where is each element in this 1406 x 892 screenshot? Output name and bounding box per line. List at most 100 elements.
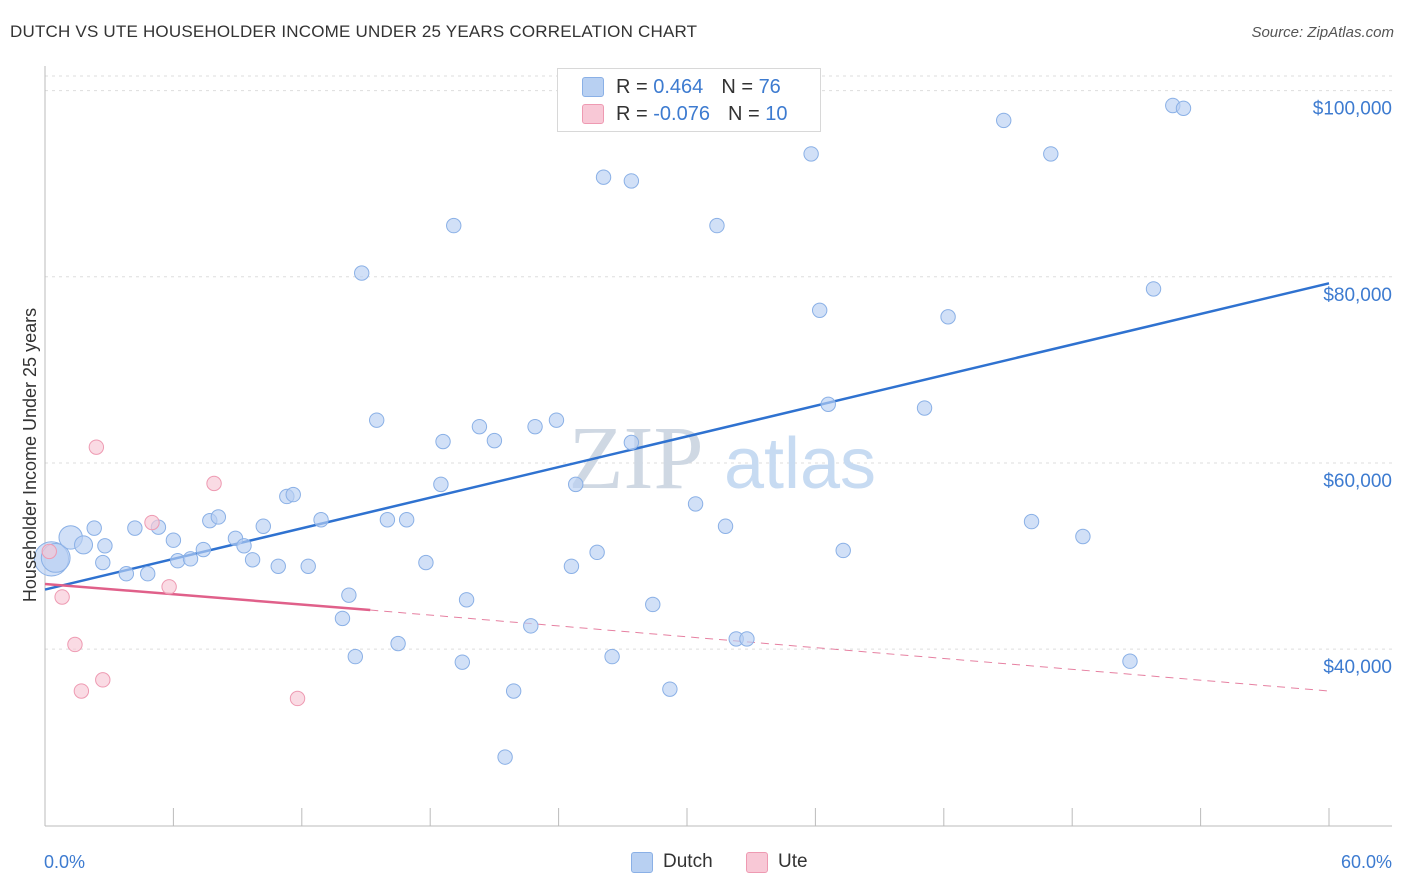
dutch-point xyxy=(182,551,199,567)
y-tick-label: $80,000 xyxy=(1323,285,1392,306)
dutch-point xyxy=(95,554,111,571)
legend-item-ute[interactable]: Ute xyxy=(746,851,808,873)
ute-point xyxy=(73,683,90,699)
dutch-point xyxy=(341,587,357,603)
y-tick-labels: $40,000 $60,000 $80,000 $100,000 xyxy=(1313,99,1392,679)
dutch-point xyxy=(127,520,143,536)
dutch-point xyxy=(662,681,678,697)
series-legend: Dutch Ute xyxy=(0,851,1406,879)
y-axis-label: Householder Income Under 25 years xyxy=(20,308,40,602)
ute-point xyxy=(95,672,111,688)
watermark: ZIP atlas xyxy=(569,409,877,508)
dutch-point xyxy=(589,544,605,561)
r-value: 0.464 xyxy=(653,75,704,98)
ute-trend-line xyxy=(370,609,1330,692)
dutch-point xyxy=(347,648,363,665)
n-label: N = xyxy=(727,102,760,125)
dutch-point xyxy=(996,112,1012,129)
dutch-point xyxy=(645,596,661,613)
dutch-point xyxy=(1043,146,1059,162)
dutch-point xyxy=(195,541,212,558)
dutch-point xyxy=(140,566,156,582)
dutch-point xyxy=(74,535,94,555)
dutch-point xyxy=(563,558,580,574)
source-credit: Source: ZipAtlas.com xyxy=(1251,24,1394,41)
dutch-point xyxy=(505,683,522,699)
ute-point xyxy=(41,543,57,560)
dutch-point xyxy=(369,412,385,428)
dutch-point xyxy=(435,433,451,450)
dutch-point xyxy=(739,631,755,647)
axes xyxy=(44,66,1392,827)
dutch-point xyxy=(471,418,488,435)
dutch-point xyxy=(244,552,261,568)
dutch-point xyxy=(354,265,370,281)
dutch-point xyxy=(940,309,956,325)
dutch-point xyxy=(486,432,503,449)
dutch-point xyxy=(820,396,836,413)
dutch-point xyxy=(236,538,252,554)
y-tick-label: $60,000 xyxy=(1323,471,1392,492)
r-label: R = xyxy=(616,75,648,98)
dutch-point xyxy=(568,476,584,493)
watermark-atlas: atlas xyxy=(724,424,876,504)
legend-label: Ute xyxy=(778,851,808,872)
r-label: R = xyxy=(616,102,648,125)
x-axis-min-label: 0.0% xyxy=(44,852,86,872)
dutch-point xyxy=(687,496,704,512)
dutch-point xyxy=(803,146,819,162)
dutch-point xyxy=(334,610,351,627)
dutch-point xyxy=(1023,513,1040,530)
n-value: 10 xyxy=(765,102,788,125)
dutch-point xyxy=(390,635,406,652)
stats-legend-row-dutch: R = 0.464 N = 76 xyxy=(582,75,781,99)
watermark-zip: ZIP xyxy=(569,409,704,508)
ute-point xyxy=(67,636,83,653)
dutch-point xyxy=(916,400,933,416)
legend-label: Dutch xyxy=(663,851,713,872)
n-value: 76 xyxy=(758,75,781,98)
dutch-point xyxy=(165,532,182,548)
dutch-point xyxy=(811,302,828,319)
ute-point xyxy=(206,475,222,492)
stats-legend-row-ute: R = -0.076 N = 10 xyxy=(582,102,787,126)
dutch-point xyxy=(169,553,186,569)
stats-legend: R = 0.464 N = 76 R = -0.076 N = 10 xyxy=(557,68,821,132)
dutch-point xyxy=(86,520,102,536)
dutch-point xyxy=(595,169,612,185)
scatter-points xyxy=(33,83,1192,765)
dutch-point xyxy=(255,518,271,534)
dutch-point xyxy=(210,509,227,525)
dutch-swatch xyxy=(582,77,604,97)
dutch-point xyxy=(709,217,725,234)
dutch-point xyxy=(270,558,286,574)
dutch-point xyxy=(97,538,113,554)
dutch-point xyxy=(454,654,470,670)
ute-swatch xyxy=(746,851,768,873)
r-value: -0.076 xyxy=(653,102,710,125)
dutch-point xyxy=(523,618,539,634)
chart-title: DUTCH VS UTE HOUSEHOLDER INCOME UNDER 25… xyxy=(10,22,698,41)
dutch-point xyxy=(548,412,565,428)
dutch-point xyxy=(418,554,434,571)
dutch-point xyxy=(313,512,329,528)
dutch-point xyxy=(433,476,449,493)
dutch-point xyxy=(623,434,640,451)
ute-point xyxy=(289,690,306,707)
dutch-point xyxy=(285,486,301,503)
dutch-point xyxy=(300,558,316,574)
dutch-point xyxy=(379,512,396,528)
dutch-point xyxy=(717,518,734,534)
dutch-point xyxy=(604,648,620,665)
y-tick-label: $100,000 xyxy=(1313,99,1392,120)
ute-point xyxy=(54,589,70,605)
legend-item-dutch[interactable]: Dutch xyxy=(631,851,713,873)
dutch-point xyxy=(623,173,640,189)
dutch-swatch xyxy=(631,851,653,873)
dutch-point xyxy=(1175,100,1192,117)
dutch-point xyxy=(1145,281,1162,297)
dutch-point xyxy=(446,217,462,234)
dutch-point xyxy=(497,749,513,765)
dutch-point xyxy=(398,512,415,528)
